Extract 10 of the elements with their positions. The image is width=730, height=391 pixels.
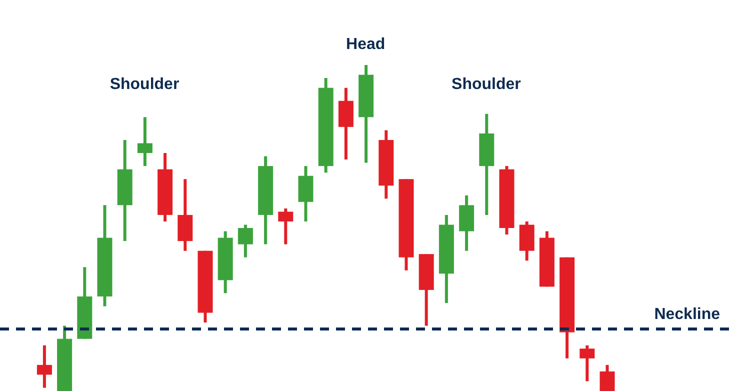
ref-line-label: Neckline xyxy=(654,306,720,324)
candlestick xyxy=(36,345,52,388)
annotation: Shoulder xyxy=(110,76,180,94)
candlestick xyxy=(580,345,595,382)
text: Head xyxy=(346,36,386,54)
candlestick xyxy=(238,224,253,258)
candlestick xyxy=(600,364,615,391)
candlestick xyxy=(278,208,294,244)
annotation: Shoulder xyxy=(452,76,521,94)
candlestick xyxy=(137,117,152,166)
